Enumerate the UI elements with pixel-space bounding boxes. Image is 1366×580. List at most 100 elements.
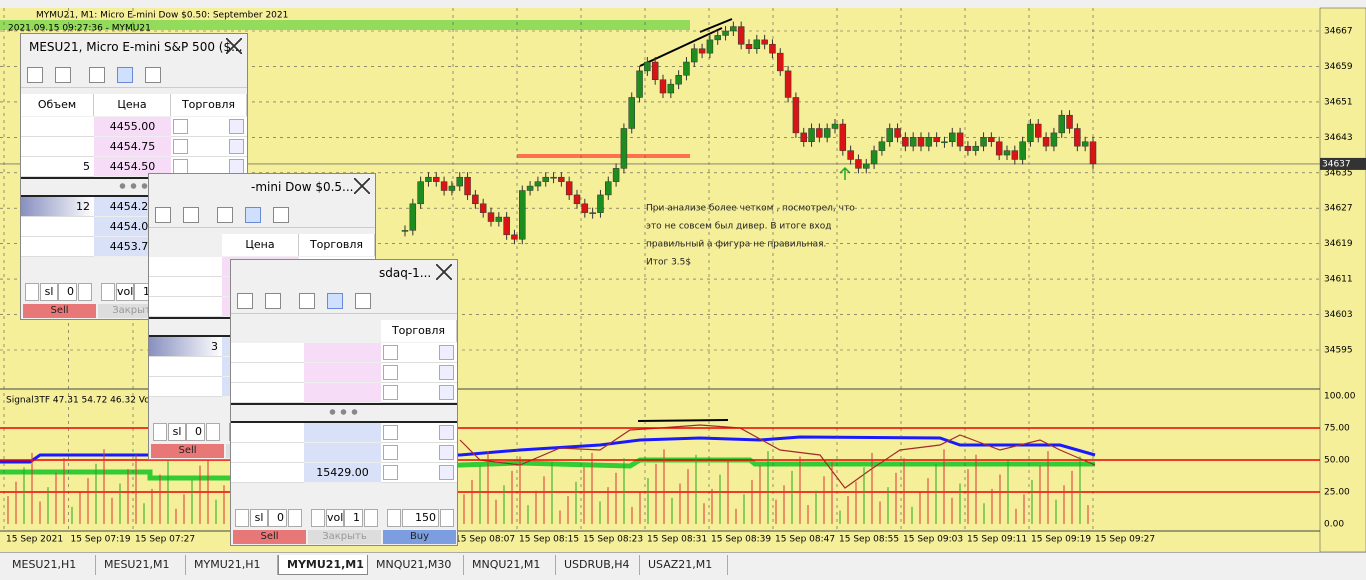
tool-icon[interactable] [55,67,71,83]
candle [667,83,675,94]
control-value[interactable]: 0 [58,283,77,301]
tab[interactable]: MESU21,H1 [4,555,96,575]
order-dropdown[interactable] [383,385,398,400]
candle [1042,137,1050,147]
tab[interactable]: MNQU21,M1 [464,555,556,575]
spin-up[interactable] [440,509,454,527]
order-button[interactable] [229,139,244,154]
control-value[interactable]: 0 [186,423,205,441]
order-button[interactable] [229,159,244,174]
close-button[interactable] [436,264,452,280]
time-label: 15 Sep 09:03 [903,535,963,545]
tab[interactable]: MNQU21,M30 [368,555,464,575]
spin-down[interactable] [387,509,401,527]
volume-cell [231,363,304,383]
volume-cell [21,117,94,137]
spin-up[interactable] [206,423,220,441]
tool-icon[interactable] [355,293,371,309]
control-value[interactable]: 150 [402,509,439,527]
trend-line [699,18,733,33]
window-title: sdaq-1... [379,266,432,280]
tool-icon[interactable] [265,293,281,309]
order-button[interactable] [439,465,454,480]
candle [612,168,620,182]
close-button[interactable] [226,38,242,54]
control-value[interactable]: 1 [344,509,363,527]
price-tick-label: 34595 [1324,346,1353,356]
spin-down[interactable] [101,283,115,301]
order-dropdown[interactable] [173,119,188,134]
tab[interactable]: USDRUB,H4 [556,555,640,575]
price-tick-label: 34651 [1324,97,1353,107]
candle [605,181,612,196]
tool-icon[interactable] [145,67,161,83]
tool-icon[interactable] [299,293,315,309]
tool-icon[interactable] [27,67,43,83]
close-button[interactable] [354,178,370,194]
order-button[interactable] [439,445,454,460]
price-tick-label: 34643 [1324,133,1353,143]
order-dropdown[interactable] [383,465,398,480]
order-button[interactable] [439,365,454,380]
time-label: 15 Sep 07:27 [135,535,195,545]
tab-bar: MESU21,H1 MESU21,M1 MYMU21,H1 MYMU21,M1 MNQU… [0,552,1366,580]
order-button[interactable] [439,425,454,440]
spin-up[interactable] [78,283,92,301]
tool-icon[interactable] [117,67,133,83]
candle [1074,128,1081,147]
tab[interactable]: MYMU21,H1 [186,555,278,575]
order-dropdown[interactable] [173,139,188,154]
candle [745,44,753,49]
indicator-line [0,435,1096,464]
order-button[interactable] [229,119,244,134]
order-dropdown[interactable] [383,445,398,460]
order-dropdown[interactable] [383,345,398,360]
tool-icon[interactable] [155,207,171,223]
order-dropdown[interactable] [383,365,398,380]
candle [839,123,847,151]
trend-line [637,419,729,422]
arrow [839,166,851,180]
candle [659,79,667,94]
tool-icon[interactable] [327,293,343,309]
candle [495,216,503,222]
spin-down[interactable] [25,283,39,301]
tool-icon[interactable] [237,293,253,309]
column-header: Торговля [381,320,457,342]
tab[interactable]: MESU21,M1 [96,555,186,575]
order-button[interactable]: Buy [383,530,456,544]
order-button[interactable]: Sell [151,444,224,458]
price-tick-label: 34635 [1324,168,1353,178]
tab[interactable]: MYMU21,M1 [278,555,368,575]
spin-up[interactable] [364,509,378,527]
price-tick-label: 34603 [1324,310,1353,320]
spin-up[interactable] [288,509,302,527]
order-button[interactable] [439,385,454,400]
tool-icon[interactable] [217,207,233,223]
order-button[interactable]: Sell [23,304,96,318]
control-value[interactable]: 0 [268,509,287,527]
order-button[interactable]: Закрыть [308,530,381,544]
indicator-line [459,424,1096,489]
order-dropdown[interactable] [173,159,188,174]
toolbar [149,202,375,228]
price-cell: 4455.00 [94,117,171,137]
order-button[interactable]: Sell [233,530,306,544]
trade-cell [381,443,457,463]
spin-down[interactable] [153,423,167,441]
tool-icon[interactable] [89,67,105,83]
spin-down[interactable] [235,509,249,527]
tab[interactable]: USAZ21,M1 [640,555,728,575]
price-cell [304,383,381,403]
window-title: MYMU21, M1: Micro E-mini Dow $0.50: Sept… [36,11,288,21]
order-button[interactable] [439,345,454,360]
spin-down[interactable] [311,509,325,527]
candle [519,190,526,240]
tool-icon[interactable] [273,207,289,223]
candle [769,44,776,54]
tool-icon[interactable] [183,207,199,223]
annotation-line: Итог 3.5$ [646,258,691,268]
order-dropdown[interactable] [383,425,398,440]
time-label: 15 Sep 08:39 [711,535,771,545]
tool-icon[interactable] [245,207,261,223]
